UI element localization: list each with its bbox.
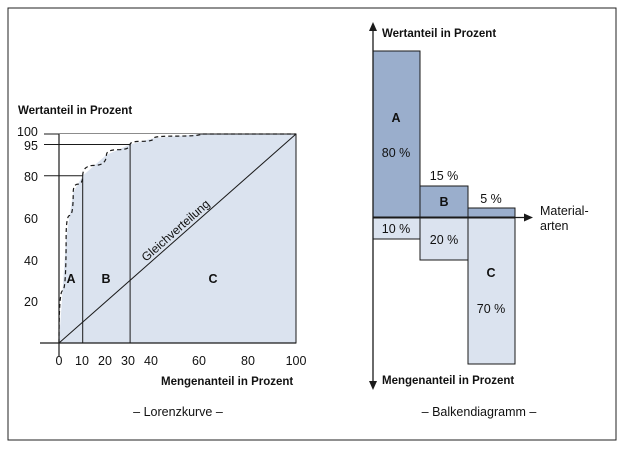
lorenz-caption: – Lorenzkurve – bbox=[133, 405, 223, 419]
bar-b-wert bbox=[419, 185, 469, 218]
y-tick-100: 100 bbox=[17, 125, 38, 139]
x-tick-0: 0 bbox=[56, 354, 63, 368]
lorenz-y-axis-label: Wertanteil in Prozent bbox=[18, 105, 132, 117]
balken-xlabel-line1: Material- bbox=[540, 204, 589, 218]
bar-a-label: A bbox=[391, 111, 400, 125]
x-tick-20: 20 bbox=[98, 354, 112, 368]
x-tick-30: 30 bbox=[121, 354, 135, 368]
bar-c-menge bbox=[467, 217, 516, 365]
region-label-a: A bbox=[66, 272, 75, 286]
figure-border bbox=[7, 7, 617, 441]
y-tick-40: 40 bbox=[24, 254, 38, 268]
arrow-down-icon bbox=[369, 381, 377, 390]
bar-c-wert bbox=[467, 207, 516, 218]
x-tick-60: 60 bbox=[192, 354, 206, 368]
lorenz-area bbox=[59, 134, 296, 343]
arrow-up-icon bbox=[369, 22, 377, 31]
y-tick-80: 80 bbox=[24, 170, 38, 184]
bar-b-label: B bbox=[439, 195, 448, 209]
bar-c-label: C bbox=[486, 266, 495, 280]
bar-a-menge-label: 10 % bbox=[382, 222, 411, 236]
lorenz-x-axis-label: Mengenanteil in Prozent bbox=[161, 376, 293, 388]
x-tick-80: 80 bbox=[241, 354, 255, 368]
x-tick-40: 40 bbox=[144, 354, 158, 368]
region-label-c: C bbox=[208, 272, 217, 286]
x-tick-10: 10 bbox=[75, 354, 89, 368]
balken-caption: – Balkendiagramm – bbox=[422, 405, 537, 419]
bar-c-menge-label: 70 % bbox=[477, 302, 506, 316]
diagonal-line bbox=[58, 133, 297, 344]
balken-chart: Wertanteil in Prozent Mengenanteil in Pr… bbox=[369, 22, 589, 419]
bar-c-wert-label: 5 % bbox=[480, 192, 502, 206]
bar-a-wert-label: 80 % bbox=[382, 146, 411, 160]
y-tick-20: 20 bbox=[24, 295, 38, 309]
lorenz-curve bbox=[58, 133, 296, 344]
bar-b-wert-label: 15 % bbox=[430, 169, 459, 183]
y-tick-60: 60 bbox=[24, 212, 38, 226]
balken-ylabel-bottom: Mengenanteil in Prozent bbox=[382, 375, 514, 387]
bar-b-menge-label: 20 % bbox=[430, 233, 459, 247]
x-tick-100: 100 bbox=[286, 354, 307, 368]
lorenz-chart: Wertanteil in Prozent Mengenanteil in Pr… bbox=[17, 105, 306, 419]
bar-a-wert bbox=[372, 50, 421, 218]
region-label-b: B bbox=[101, 272, 110, 286]
y-tick-95: 95 bbox=[24, 139, 38, 153]
arrow-right-icon bbox=[524, 213, 533, 222]
balken-xlabel-line2: arten bbox=[540, 219, 569, 233]
balken-ylabel-top: Wertanteil in Prozent bbox=[382, 28, 496, 40]
